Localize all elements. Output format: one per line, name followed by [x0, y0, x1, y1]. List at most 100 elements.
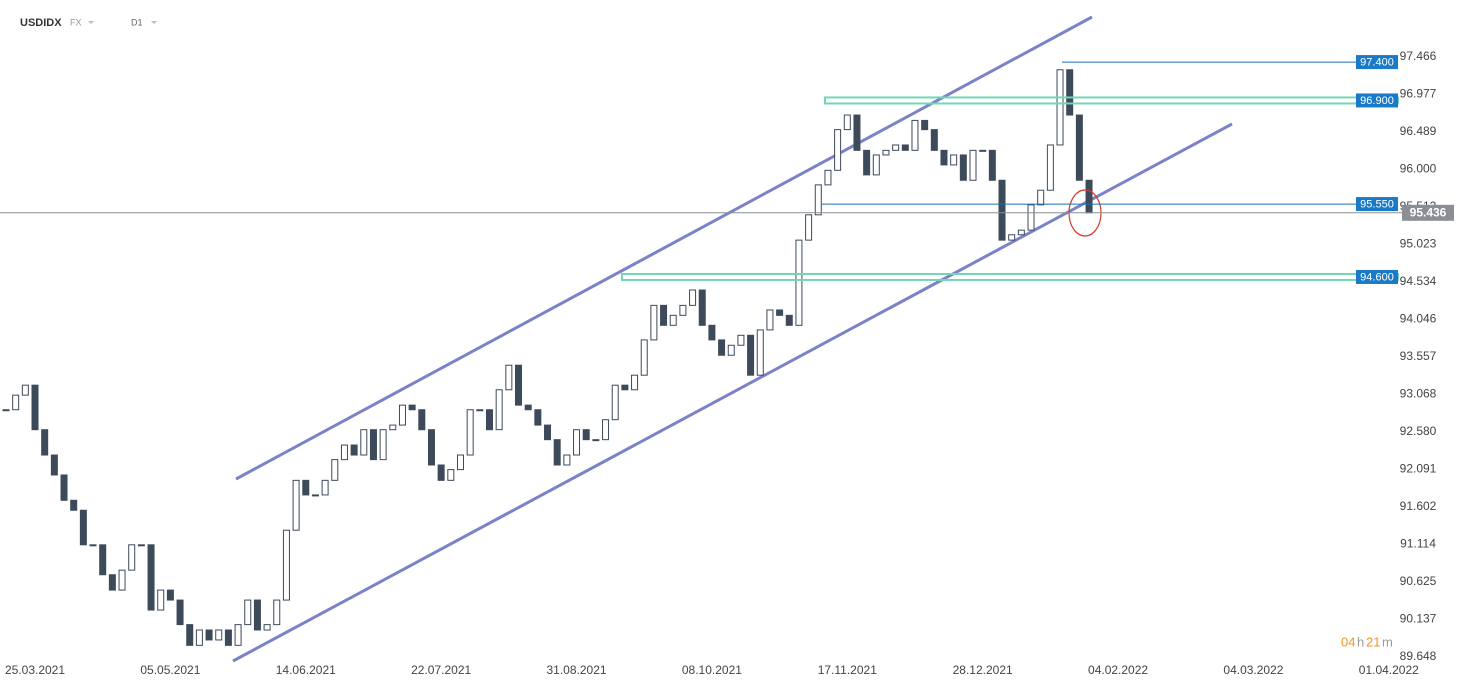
- candle: [476, 409, 484, 412]
- candle: [2, 409, 10, 412]
- candle: [805, 214, 813, 241]
- candle: [157, 589, 165, 611]
- current-price-label: 95.436: [1410, 205, 1447, 219]
- countdown-hours: 04: [1341, 634, 1355, 649]
- x-tick-label: 05.05.2021: [140, 663, 200, 677]
- candle: [128, 544, 136, 571]
- y-tick-label: 96.977: [1400, 87, 1437, 101]
- symbol[interactable]: USDIDX: [20, 17, 62, 29]
- interval[interactable]: D1: [131, 17, 143, 27]
- candle: [31, 384, 39, 431]
- y-tick-label: 92.091: [1400, 462, 1437, 476]
- candle: [505, 364, 513, 391]
- candle: [1008, 234, 1016, 241]
- candle: [437, 464, 445, 481]
- candle: [950, 154, 958, 166]
- candle: [785, 314, 793, 326]
- y-tick-label: 96.000: [1400, 162, 1437, 176]
- candle: [834, 129, 842, 171]
- candle: [621, 384, 629, 391]
- candle: [379, 429, 387, 461]
- y-tick-label: 91.602: [1400, 499, 1437, 513]
- candle: [979, 149, 987, 152]
- candle: [824, 169, 832, 186]
- candle: [863, 149, 871, 176]
- candle: [447, 469, 455, 481]
- x-tick-label: 28.12.2021: [953, 663, 1013, 677]
- candle: [698, 289, 706, 326]
- interval-dropdown[interactable]: [151, 21, 157, 24]
- candle: [60, 474, 68, 501]
- candle: [892, 144, 900, 151]
- candle: [1085, 179, 1093, 214]
- level-zone: [824, 96, 1399, 105]
- candle: [70, 499, 78, 511]
- candle: [166, 589, 174, 601]
- candle: [224, 629, 232, 646]
- candle: [921, 119, 929, 131]
- y-tick-label: 94.534: [1400, 274, 1437, 288]
- level-label: 96.900: [1360, 95, 1394, 107]
- level-zone: [621, 272, 1399, 281]
- candle: [727, 344, 735, 356]
- candle: [427, 429, 435, 466]
- candle: [253, 599, 261, 631]
- x-tick-label: 08.10.2021: [682, 663, 742, 677]
- candle: [340, 444, 348, 461]
- candle: [940, 149, 948, 166]
- x-tick-label: 22.07.2021: [411, 663, 471, 677]
- candle: [679, 304, 687, 316]
- candle: [650, 304, 658, 341]
- candle: [118, 569, 126, 591]
- candle: [631, 374, 639, 391]
- candle: [843, 114, 851, 131]
- candle: [1056, 69, 1064, 146]
- candle: [882, 149, 890, 156]
- candle: [602, 419, 610, 441]
- y-tick-label: 90.625: [1400, 574, 1437, 588]
- candle: [195, 629, 203, 646]
- candle: [930, 129, 938, 151]
- candle: [311, 494, 319, 497]
- y-tick-label: 93.068: [1400, 387, 1437, 401]
- candle: [669, 314, 677, 326]
- candle: [747, 334, 755, 376]
- current-price-box: [1402, 204, 1454, 221]
- x-tick-label: 04.03.2022: [1223, 663, 1283, 677]
- candle: [660, 304, 668, 326]
- candle: [1075, 114, 1083, 181]
- level-label-box: [1356, 55, 1398, 70]
- level-label-box: [1356, 93, 1398, 108]
- level-label: 95.550: [1360, 198, 1394, 210]
- candle: [756, 329, 764, 376]
- candle: [766, 309, 774, 331]
- candle: [901, 144, 909, 151]
- y-tick-label: 96.489: [1400, 124, 1437, 138]
- candle: [79, 509, 87, 546]
- candle: [689, 289, 697, 306]
- candle: [776, 309, 784, 316]
- candle: [398, 404, 406, 426]
- candle: [302, 479, 310, 496]
- candle: [215, 629, 223, 641]
- x-tick-label: 25.03.2021: [5, 663, 65, 677]
- candle: [99, 544, 107, 576]
- candle: [350, 444, 358, 456]
- market-dropdown[interactable]: [88, 21, 94, 24]
- level-label: 94.600: [1360, 271, 1394, 283]
- candle: [89, 544, 97, 547]
- candle: [1046, 144, 1054, 191]
- candle: [12, 394, 20, 411]
- candle: [244, 599, 252, 626]
- candle: [263, 624, 271, 631]
- x-tick-label: 17.11.2021: [818, 663, 877, 677]
- candle: [553, 439, 561, 466]
- candle: [234, 624, 242, 646]
- candle: [50, 454, 58, 476]
- candle: [640, 339, 648, 376]
- countdown-m: m: [1382, 634, 1393, 649]
- candle: [147, 544, 155, 611]
- y-tick-label: 89.648: [1400, 649, 1437, 663]
